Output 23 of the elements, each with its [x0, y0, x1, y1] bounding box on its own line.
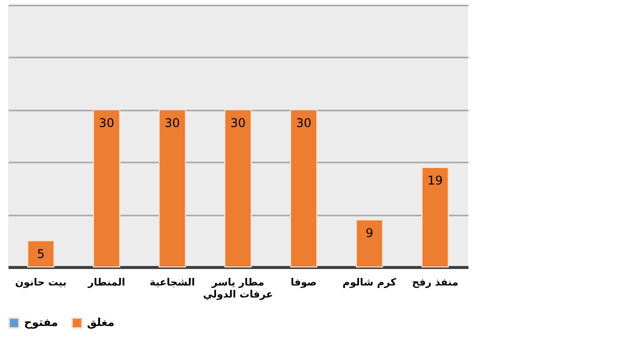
- legend-label: مغلق: [87, 316, 114, 329]
- x-tick-label: كرم شالوم: [342, 278, 397, 288]
- x-tick-label: منفذ رفح: [412, 278, 458, 288]
- x-tick-label: صوفا: [290, 278, 317, 288]
- bar: [356, 219, 384, 268]
- x-tick-label: المنطار: [86, 278, 126, 288]
- data-label: 30: [164, 116, 180, 130]
- bar: [92, 109, 120, 268]
- data-label: 30: [98, 116, 114, 130]
- x-tick-label: مطار ياسر عرفات الدولي: [203, 278, 273, 300]
- bar: [27, 240, 54, 268]
- data-label: 19: [428, 173, 443, 188]
- x-tick-label: بيت حانون: [15, 278, 67, 288]
- data-label: 30: [230, 116, 246, 130]
- legend-label: مفتوح: [24, 316, 58, 329]
- bar: [224, 109, 252, 268]
- data-label: 9: [366, 226, 374, 240]
- data-label: 5: [37, 246, 45, 261]
- bar: [422, 166, 449, 268]
- bar: [290, 109, 318, 268]
- x-tick-label: الشجاعية: [150, 278, 195, 288]
- data-label: 30: [296, 116, 312, 130]
- bar: [158, 109, 186, 268]
